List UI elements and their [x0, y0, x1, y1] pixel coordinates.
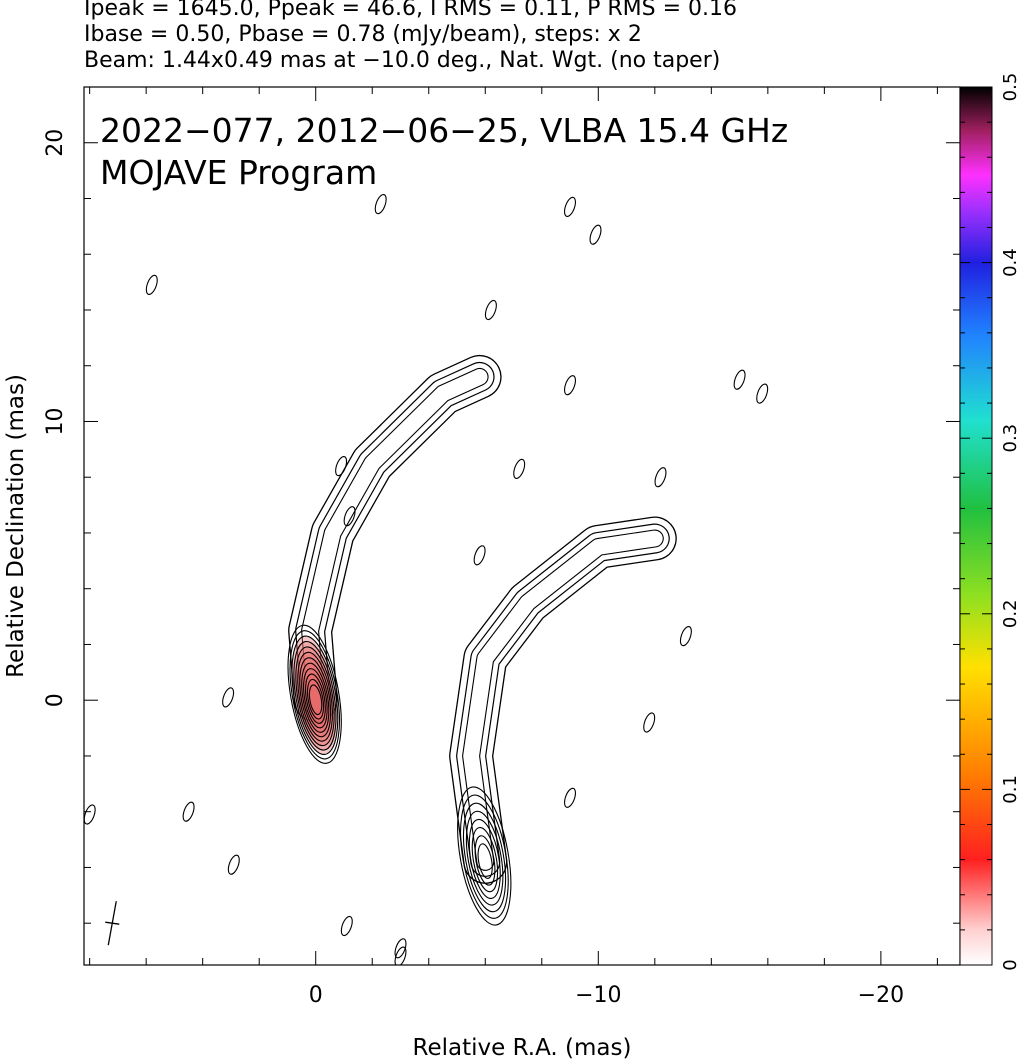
isolated-contour-9 — [513, 458, 526, 479]
axis-ticks — [84, 86, 960, 965]
isolated-contour-16 — [679, 626, 692, 647]
axis-tick-labels: 0 −10 −20 0 10 20 — [43, 129, 904, 1008]
colorbar-labels: 0 0.1 0.2 0.3 0.4 0.5 — [1000, 73, 1021, 971]
component-1-contour-6 — [474, 835, 496, 886]
colorbar-label: 0.5 — [1000, 73, 1021, 102]
x-tick-label: −20 — [858, 983, 904, 1008]
isolated-contour-5 — [564, 375, 576, 396]
x-tick-label: 0 — [309, 983, 323, 1008]
component-1-contour-4 — [468, 818, 501, 899]
component-0-contour-1 — [289, 630, 340, 760]
header-line-1: Ipeak = 1645.0, Ppeak = 46.6, I RMS = 0.… — [84, 0, 737, 21]
x-tick-label: −10 — [575, 983, 621, 1008]
colorbar — [959, 86, 993, 966]
colorbar-label: 0 — [1000, 959, 1021, 970]
header-line-2: Ibase = 0.50, Pbase = 0.78 (mJy/beam), s… — [84, 22, 642, 47]
isolated-contour-18 — [227, 854, 240, 875]
isolated-contour-17 — [343, 506, 356, 527]
isolated-contour-2 — [564, 196, 576, 217]
isolated-contour-14 — [564, 787, 576, 808]
header-line-3: Beam: 1.44x0.49 mas at −10.0 deg., Nat. … — [84, 48, 721, 73]
component-1-contour-5 — [471, 827, 499, 893]
colorbar-label: 0.2 — [1000, 599, 1021, 628]
contour-layer — [84, 194, 769, 965]
isolated-contour-21 — [394, 946, 407, 965]
isolated-contour-7 — [756, 383, 769, 404]
colorbar-label: 0.1 — [1000, 775, 1021, 804]
isolated-contour-19 — [394, 938, 407, 959]
isolated-contour-8 — [654, 467, 667, 488]
isolated-contour-6 — [733, 369, 746, 390]
isolated-contour-1 — [145, 274, 158, 295]
isolated-contour-13 — [473, 545, 486, 566]
component-1-contour-3 — [465, 810, 504, 906]
annotation-program: MOJAVE Program — [100, 153, 377, 192]
component-0-contour-10 — [306, 678, 325, 720]
isolated-contour-20 — [340, 915, 353, 937]
annotation-source: 2022−077, 2012−06−25, VLBA 15.4 GHz — [100, 111, 788, 150]
y-axis-label: Relative Declination (mas) — [3, 374, 29, 678]
isolated-contour-12 — [222, 687, 235, 708]
component-1-contour-2 — [462, 802, 507, 913]
jet-1-inner-2 — [463, 530, 663, 870]
isolated-contour-4 — [484, 299, 497, 321]
chart-annotations: 2022−077, 2012−06−25, VLBA 15.4 GHz MOJA… — [100, 111, 788, 192]
isolated-contour-11 — [84, 804, 96, 825]
isolated-contour-3 — [589, 224, 602, 245]
colorbar-label: 0.4 — [1000, 248, 1021, 277]
colorbar-label: 0.3 — [1000, 424, 1021, 453]
isolated-contour-15 — [643, 712, 656, 733]
colorbar-ticks — [960, 86, 992, 966]
x-axis-label: Relative R.A. (mas) — [413, 1035, 632, 1061]
component-1-contour-7 — [477, 843, 493, 879]
y-tick-label: 0 — [43, 693, 68, 707]
component-0-contour-11 — [308, 684, 323, 716]
beam-minor-axis — [105, 921, 120, 925]
y-tick-label: 10 — [43, 408, 68, 436]
component-1-contour-0 — [457, 786, 512, 926]
component-0-contour-0 — [287, 624, 342, 764]
component-1-contour-1 — [460, 794, 509, 919]
isolated-contour-10 — [182, 801, 195, 822]
plot-frame — [83, 86, 961, 966]
isolated-contour-22 — [335, 456, 348, 477]
component-0-contour-8 — [303, 668, 328, 729]
y-tick-label: 20 — [43, 129, 68, 157]
isolated-contour-0 — [374, 194, 387, 215]
